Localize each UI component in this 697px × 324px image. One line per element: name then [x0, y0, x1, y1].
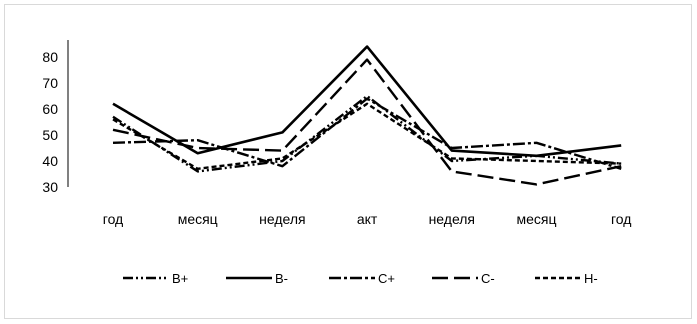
y-tick-label: 50 [42, 127, 58, 143]
x-tick-label: год [611, 211, 631, 227]
series-layer [112, 45, 622, 186]
x-axis: год месяц неделя акт неделя месяц год [103, 211, 632, 227]
series-line-2 [112, 45, 622, 158]
x-tick-label: год [103, 211, 123, 227]
legend-label: C- [481, 271, 495, 286]
x-tick-label: месяц [178, 211, 218, 227]
y-tick-label: 30 [42, 179, 58, 195]
legend-label: B+ [172, 271, 188, 286]
x-tick-label: неделя [429, 211, 475, 227]
chart-frame: 30 40 50 60 70 80 год месяц неделя акт неделя меся… [4, 4, 692, 319]
x-tick-label: акт [357, 211, 378, 227]
series-line-5 [112, 102, 622, 171]
legend: B+ B- C+ C- H- [123, 271, 598, 286]
y-tick-label: 80 [42, 49, 58, 65]
series-line-3 [112, 97, 622, 170]
legend-label: B- [275, 271, 288, 286]
line-chart: 30 40 50 60 70 80 год месяц неделя акт неделя меся… [42, 40, 632, 286]
x-tick-label: месяц [516, 211, 556, 227]
series-line-1 [112, 94, 622, 173]
y-axis: 30 40 50 60 70 80 [42, 40, 69, 195]
series-line-4 [112, 58, 622, 186]
x-tick-label: неделя [259, 211, 305, 227]
legend-label: C+ [378, 271, 395, 286]
legend-label: H- [584, 271, 598, 286]
y-tick-label: 40 [42, 153, 58, 169]
y-tick-label: 70 [42, 75, 58, 91]
y-tick-label: 60 [42, 101, 58, 117]
